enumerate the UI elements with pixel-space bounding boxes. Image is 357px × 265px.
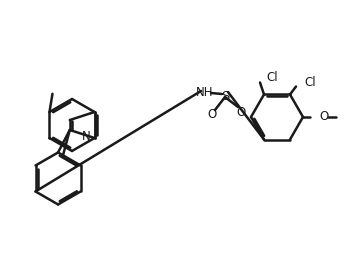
Text: O: O: [207, 108, 217, 121]
Text: O: O: [236, 105, 246, 118]
Text: Cl: Cl: [304, 76, 316, 89]
Text: S: S: [221, 91, 229, 104]
Text: N: N: [82, 130, 91, 144]
Text: NH: NH: [196, 86, 214, 99]
Text: Cl: Cl: [266, 71, 278, 84]
Text: O: O: [320, 111, 329, 123]
